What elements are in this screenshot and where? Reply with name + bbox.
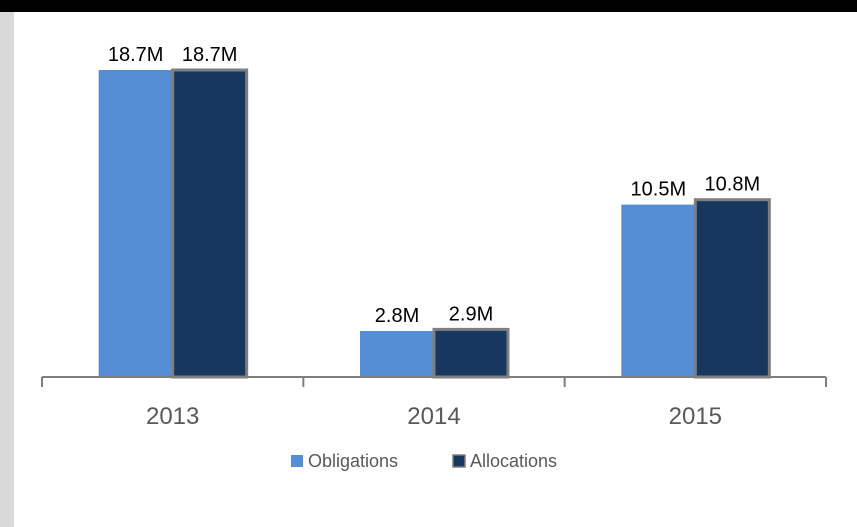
data-label-obligations-2014: 2.8M — [375, 305, 419, 327]
x-tick-label-2015: 2015 — [669, 403, 722, 430]
bar-allocations-2014 — [432, 327, 510, 379]
legend-swatch-allocations — [452, 454, 466, 468]
legend-swatch-obligations — [291, 455, 303, 467]
data-label-allocations-2015: 10.8M — [705, 174, 761, 196]
legend: Obligations Allocations — [291, 451, 557, 471]
bar-obligations-2014 — [360, 331, 434, 377]
data-label-allocations-2014: 2.9M — [449, 303, 493, 325]
bar-allocations-2013 — [171, 68, 249, 379]
data-label-obligations-2013: 18.7M — [108, 44, 164, 66]
bar-obligations-2013 — [98, 70, 173, 377]
legend-label-obligations: Obligations — [308, 451, 398, 471]
bar-allocations-2015 — [693, 198, 771, 379]
bar-obligations-2015 — [621, 204, 696, 377]
x-tick-label-2013: 2013 — [146, 403, 199, 430]
legend-label-allocations: Allocations — [470, 451, 557, 471]
x-axis-ticks: 2013 2014 2015 — [41, 377, 827, 430]
data-labels: 18.7M 18.7M 2.8M 2.9M 10.5M 10.8M — [108, 44, 760, 327]
data-label-allocations-2013: 18.7M — [182, 44, 238, 66]
top-frame-border — [0, 0, 857, 12]
x-tick-label-2014: 2014 — [407, 403, 460, 430]
left-frame-border — [0, 12, 14, 527]
data-label-obligations-2015: 10.5M — [631, 179, 687, 201]
bar-group — [98, 68, 771, 379]
